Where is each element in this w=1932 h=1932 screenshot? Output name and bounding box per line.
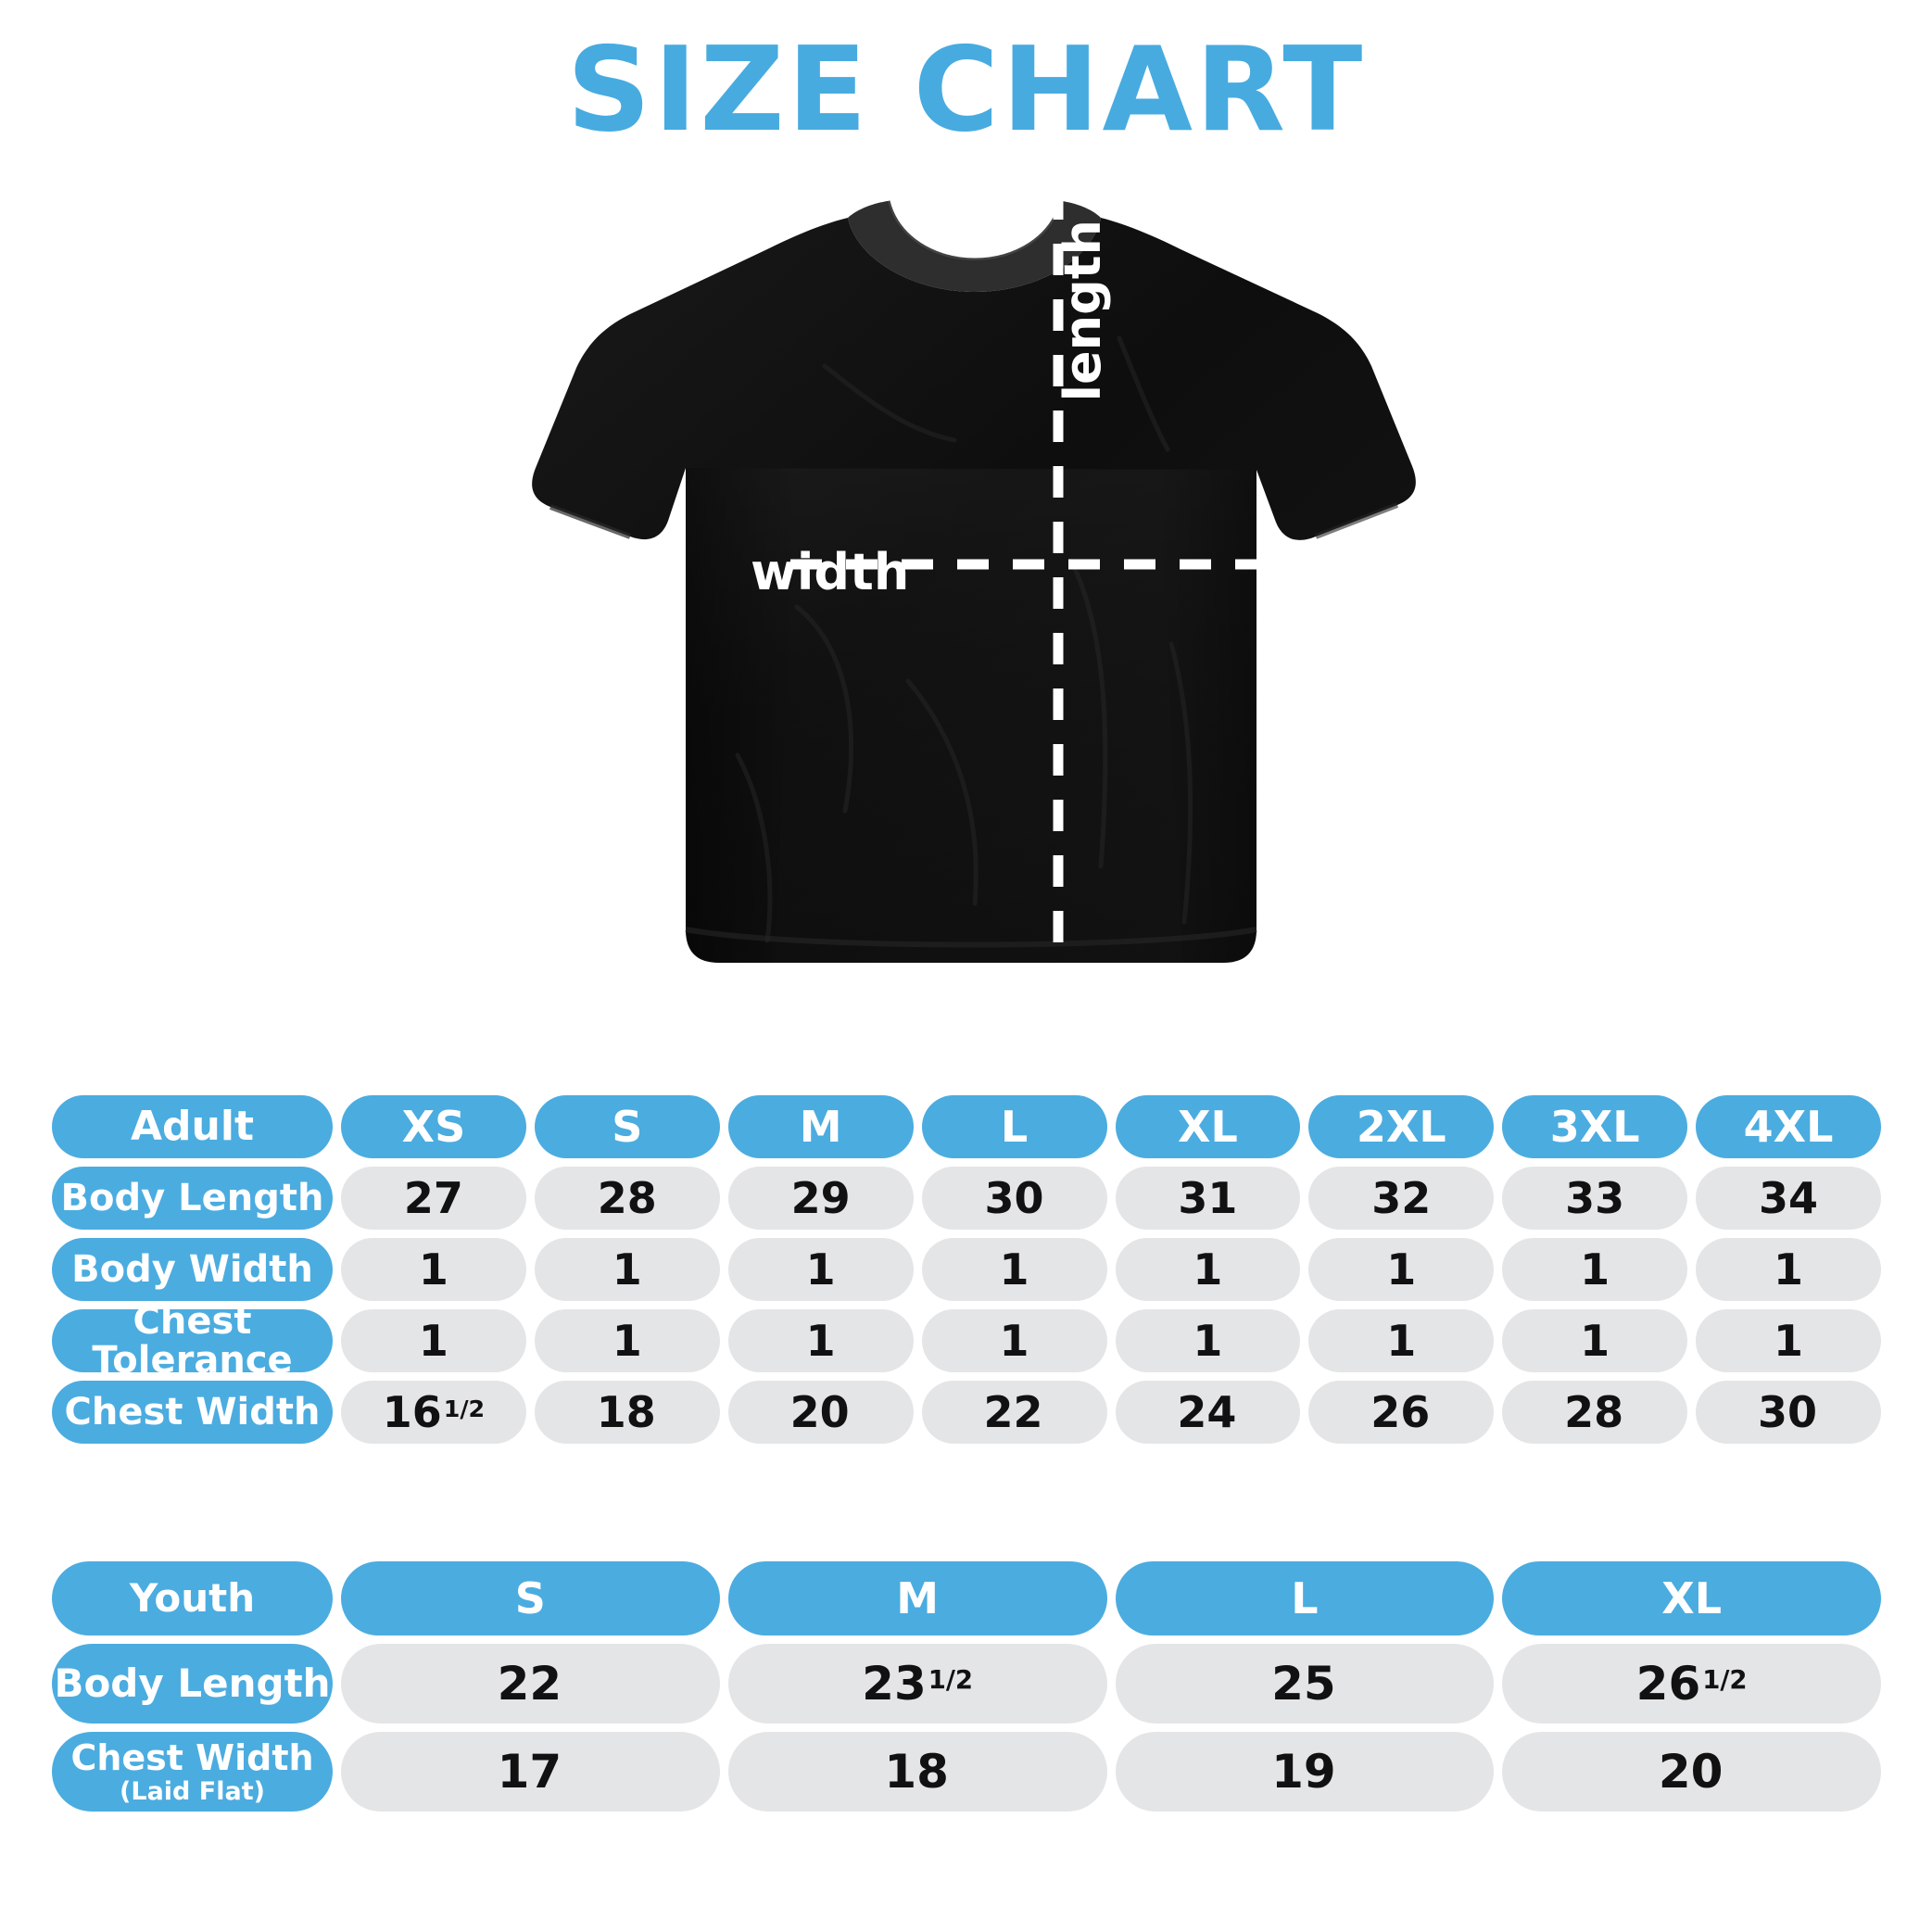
table-cell: 1	[921, 1309, 1107, 1372]
table-cell: 20	[727, 1381, 914, 1444]
table-row: Body Length 22 231/2 25 261/2	[52, 1644, 1881, 1724]
youth-size-table: Youth S M L XL Body Length 22 231/2 25 2…	[52, 1561, 1881, 1812]
table-cell: 34	[1696, 1167, 1881, 1230]
youth-size-s: S	[341, 1561, 720, 1635]
table-cell: 22	[341, 1644, 720, 1724]
table-cell: 1	[1115, 1238, 1301, 1301]
adult-size-xl: XL	[1115, 1095, 1301, 1158]
table-cell: 231/2	[727, 1644, 1107, 1724]
table-cell: 20	[1502, 1732, 1881, 1812]
adult-size-xs: XS	[341, 1095, 526, 1158]
table-cell: 1	[727, 1309, 914, 1372]
table-cell: 33	[1502, 1167, 1688, 1230]
table-cell: 1	[341, 1238, 526, 1301]
table-cell: 261/2	[1502, 1644, 1881, 1724]
adult-size-4xl: 4XL	[1696, 1095, 1881, 1158]
tshirt-illustration: width length	[519, 162, 1432, 1033]
width-guide-label: width	[751, 543, 910, 601]
youth-row-label-chest-width: Chest Width (Laid Flat)	[52, 1732, 333, 1812]
youth-table-label: Youth	[52, 1561, 333, 1635]
table-cell: 1	[534, 1309, 720, 1372]
table-cell: 1	[1308, 1309, 1495, 1372]
length-guide-label: length	[1054, 220, 1112, 402]
tshirt-body	[532, 200, 1416, 963]
row-label-chest-tolerance: Chest Tolerance	[52, 1302, 333, 1380]
youth-row-label-body-length: Body Length	[52, 1644, 333, 1724]
table-cell: 17	[341, 1732, 720, 1812]
page-title: SIZE CHART	[566, 21, 1366, 158]
table-row: Body Length 27 28 29 30 31 32 33 34	[52, 1167, 1881, 1230]
youth-size-xl: XL	[1502, 1561, 1881, 1635]
table-cell: 28	[1502, 1381, 1688, 1444]
table-cell: 161/2	[341, 1381, 526, 1444]
table-cell: 27	[341, 1167, 526, 1230]
table-cell: 1	[1502, 1238, 1688, 1301]
adult-table-label: Adult	[52, 1095, 333, 1158]
table-row: Chest Width (Laid Flat) 17 18 19 20	[52, 1732, 1881, 1812]
table-cell: 19	[1115, 1732, 1495, 1812]
row-label-body-width: Body Width	[52, 1238, 333, 1301]
adult-size-s: S	[534, 1095, 720, 1158]
measurement-guides	[790, 188, 1413, 1007]
table-cell: 1	[727, 1238, 914, 1301]
table-cell: 24	[1115, 1381, 1301, 1444]
adult-size-3xl: 3XL	[1502, 1095, 1688, 1158]
youth-size-m: M	[727, 1561, 1107, 1635]
table-cell: 31	[1115, 1167, 1301, 1230]
adult-header-row: Adult XS S M L XL 2XL 3XL 4XL	[52, 1095, 1881, 1158]
table-cell: 1	[1696, 1238, 1881, 1301]
table-cell: 28	[534, 1167, 720, 1230]
adult-size-table: Adult XS S M L XL 2XL 3XL 4XL Body Lengt…	[52, 1095, 1881, 1444]
table-row: Body Width 1 1 1 1 1 1 1 1	[52, 1238, 1881, 1301]
table-cell: 30	[921, 1167, 1107, 1230]
table-cell: 18	[727, 1732, 1107, 1812]
table-cell: 1	[1502, 1309, 1688, 1372]
table-cell: 1	[534, 1238, 720, 1301]
row-label-chest-width: Chest Width	[52, 1381, 333, 1444]
table-row: Chest Width 161/2 18 20 22 24 26 28	[52, 1381, 1881, 1444]
table-row: Chest Tolerance 1 1 1 1 1 1 1 1	[52, 1302, 1881, 1380]
adult-size-l: L	[921, 1095, 1107, 1158]
table-cell: 1	[341, 1309, 526, 1372]
table-cell: 32	[1308, 1167, 1495, 1230]
table-cell: 29	[727, 1167, 914, 1230]
row-label-body-length: Body Length	[52, 1167, 333, 1230]
table-cell: 1	[921, 1238, 1107, 1301]
youth-header-row: Youth S M L XL	[52, 1561, 1881, 1635]
table-cell: 1	[1308, 1238, 1495, 1301]
adult-size-m: M	[727, 1095, 914, 1158]
table-cell: 26	[1308, 1381, 1495, 1444]
table-cell: 1	[1696, 1309, 1881, 1372]
adult-size-2xl: 2XL	[1308, 1095, 1495, 1158]
table-cell: 22	[921, 1381, 1107, 1444]
table-cell: 30	[1696, 1381, 1881, 1444]
youth-size-l: L	[1115, 1561, 1495, 1635]
table-cell: 25	[1115, 1644, 1495, 1724]
table-cell: 1	[1115, 1309, 1301, 1372]
table-cell: 18	[534, 1381, 720, 1444]
